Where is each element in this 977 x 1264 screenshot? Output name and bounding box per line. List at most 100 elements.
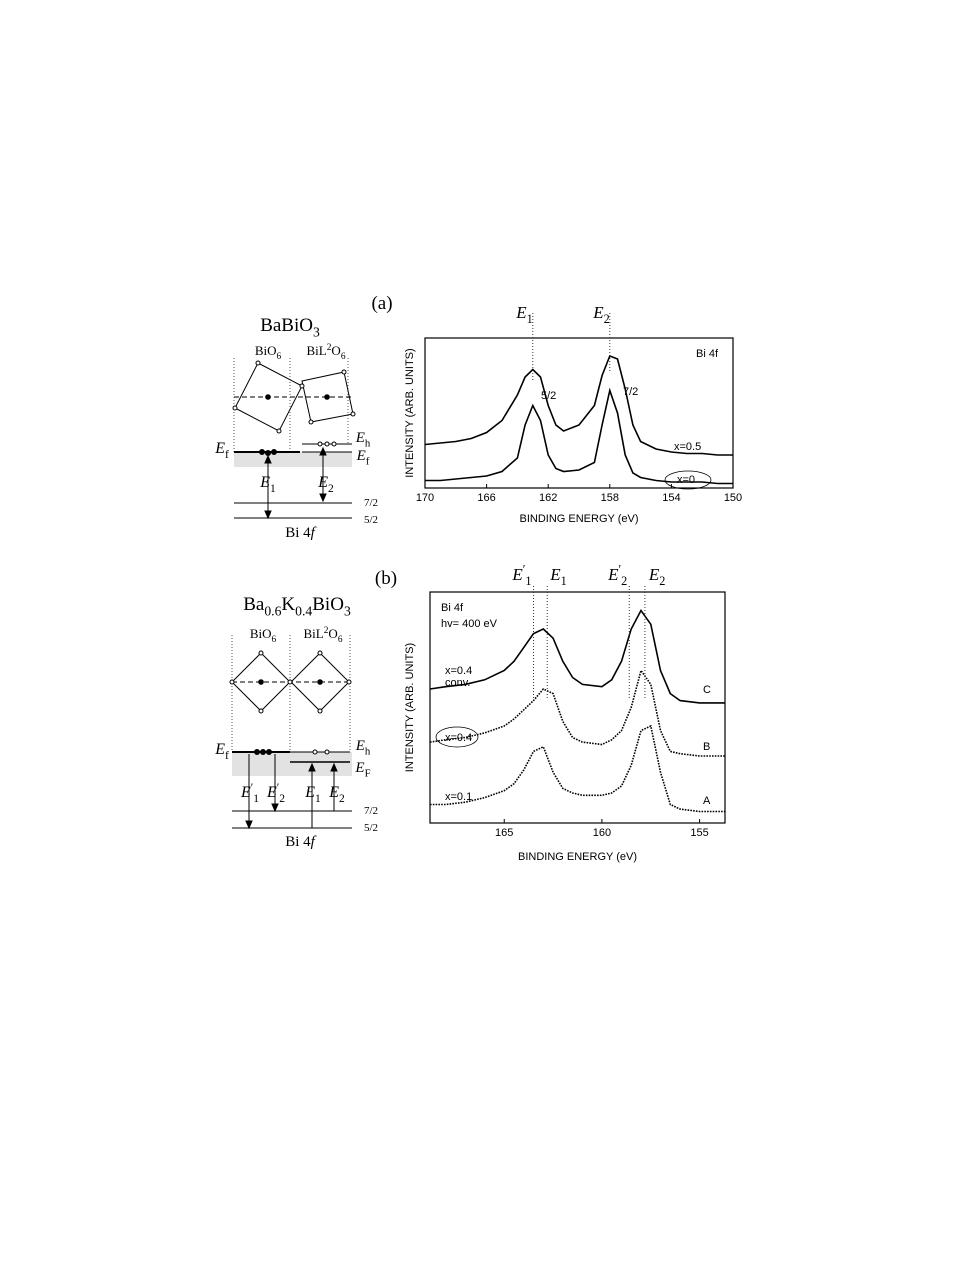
series-label: C xyxy=(703,684,711,696)
x-tick-label: 158 xyxy=(601,492,619,504)
label-part: E xyxy=(304,784,315,801)
label-part: E xyxy=(240,784,251,801)
label: E2 xyxy=(592,303,610,326)
label-part: ′ xyxy=(277,782,280,794)
label-part: O xyxy=(328,626,337,641)
label: E2 xyxy=(648,565,666,588)
series-label: x=0.5 xyxy=(674,441,701,453)
label: Bi 4f xyxy=(285,834,316,850)
plot-frame xyxy=(424,337,734,489)
label-part: F xyxy=(365,768,371,780)
label-part: f xyxy=(311,834,317,850)
label-part: ′ xyxy=(618,563,621,577)
label-part: BiO xyxy=(255,343,277,358)
label: 5/2 xyxy=(364,822,378,834)
label: 7/2 xyxy=(364,497,378,509)
label-part: ′ xyxy=(251,782,254,794)
label: Eh xyxy=(355,430,371,450)
x-tick-label: 160 xyxy=(593,827,611,839)
label-part: 2 xyxy=(328,483,334,495)
label: E′2 xyxy=(266,782,285,805)
x-tick-label: 154 xyxy=(662,492,680,504)
label-part: 2 xyxy=(659,574,665,588)
label: E1 xyxy=(515,303,533,326)
series-label: A xyxy=(703,795,711,807)
label-part: E xyxy=(549,565,561,584)
label-part: BiO xyxy=(312,594,344,615)
label-part: E xyxy=(355,430,365,446)
annotation: Bi 4f xyxy=(696,348,719,360)
x-tick-label: 150 xyxy=(724,492,742,504)
label-part: E xyxy=(355,738,365,754)
label-part: 6 xyxy=(277,352,282,362)
label-part: E xyxy=(511,565,523,584)
label-part: 2 xyxy=(324,626,329,636)
label-part: 2 xyxy=(339,793,345,805)
label: Ef xyxy=(214,440,229,461)
annotation: 7/2 xyxy=(623,386,638,398)
label-part: Bi 4 xyxy=(285,525,311,541)
label: Ef xyxy=(356,448,370,468)
label-part: 0.4 xyxy=(295,604,312,619)
series-line xyxy=(429,608,725,704)
label-part: 2 xyxy=(621,574,627,588)
label-part: E xyxy=(259,474,270,491)
series-label: x=0 xyxy=(677,474,695,486)
label-part: f xyxy=(225,750,229,762)
x-tick-label: 170 xyxy=(416,492,434,504)
label: Bi 4f xyxy=(285,525,316,541)
x-tick-label: 165 xyxy=(495,827,513,839)
label: 7/2 xyxy=(364,805,378,817)
label-part: 6 xyxy=(341,352,346,362)
label: BiO6 xyxy=(255,343,282,362)
label: EF xyxy=(354,760,370,780)
label-part: 2 xyxy=(327,343,332,353)
label: E′1 xyxy=(240,782,259,805)
label-part: 5/2 xyxy=(364,514,378,526)
panel-label: (a) xyxy=(371,293,392,314)
highlight-ellipse xyxy=(664,470,712,490)
label-part: 1 xyxy=(561,574,567,588)
label: Ba0.6K0.4BiO3 xyxy=(243,594,351,619)
label-part: E xyxy=(214,440,225,457)
label: E1 xyxy=(304,784,321,805)
series-label: B xyxy=(703,741,710,753)
label-part: BiL xyxy=(304,626,324,641)
label-part: 1 xyxy=(525,574,531,588)
x-tick-label: 166 xyxy=(477,492,495,504)
label-part: E xyxy=(354,760,364,776)
annotation: conv. xyxy=(445,677,470,689)
label-part: h xyxy=(365,438,371,450)
y-axis-label: INTENSITY (ARB. UNITS) xyxy=(404,348,416,477)
label-part: E xyxy=(515,303,527,322)
label-part: 7/2 xyxy=(364,805,378,817)
label-part: 2 xyxy=(604,312,610,326)
annotation: x=0.1 xyxy=(445,791,472,803)
label-part: 6 xyxy=(272,635,277,645)
label-part: E xyxy=(214,741,225,758)
label: E1 xyxy=(549,565,567,588)
label: BaBiO3 xyxy=(260,315,320,340)
label-part: 6 xyxy=(338,635,343,645)
plot-frame xyxy=(429,591,726,824)
label-part: 1 xyxy=(253,793,259,805)
diagram-b xyxy=(229,635,352,830)
label-part: Ba xyxy=(243,594,265,615)
label: E2 xyxy=(328,784,345,805)
label-part: 2 xyxy=(279,793,285,805)
annotation: Bi 4f xyxy=(441,602,464,614)
label: E2 xyxy=(317,474,334,495)
label: E′1 xyxy=(511,563,531,589)
label-part: E xyxy=(266,784,277,801)
x-tick-label: 155 xyxy=(690,827,708,839)
label: Eh xyxy=(355,738,371,758)
label-part: f xyxy=(366,456,370,468)
x-axis-label: BINDING ENERGY (eV) xyxy=(518,851,637,863)
label-part: 3 xyxy=(344,604,351,619)
label-part: E xyxy=(648,565,660,584)
highlight-ellipse xyxy=(435,726,479,748)
series-line xyxy=(430,724,725,813)
panel-label: (b) xyxy=(375,568,397,589)
